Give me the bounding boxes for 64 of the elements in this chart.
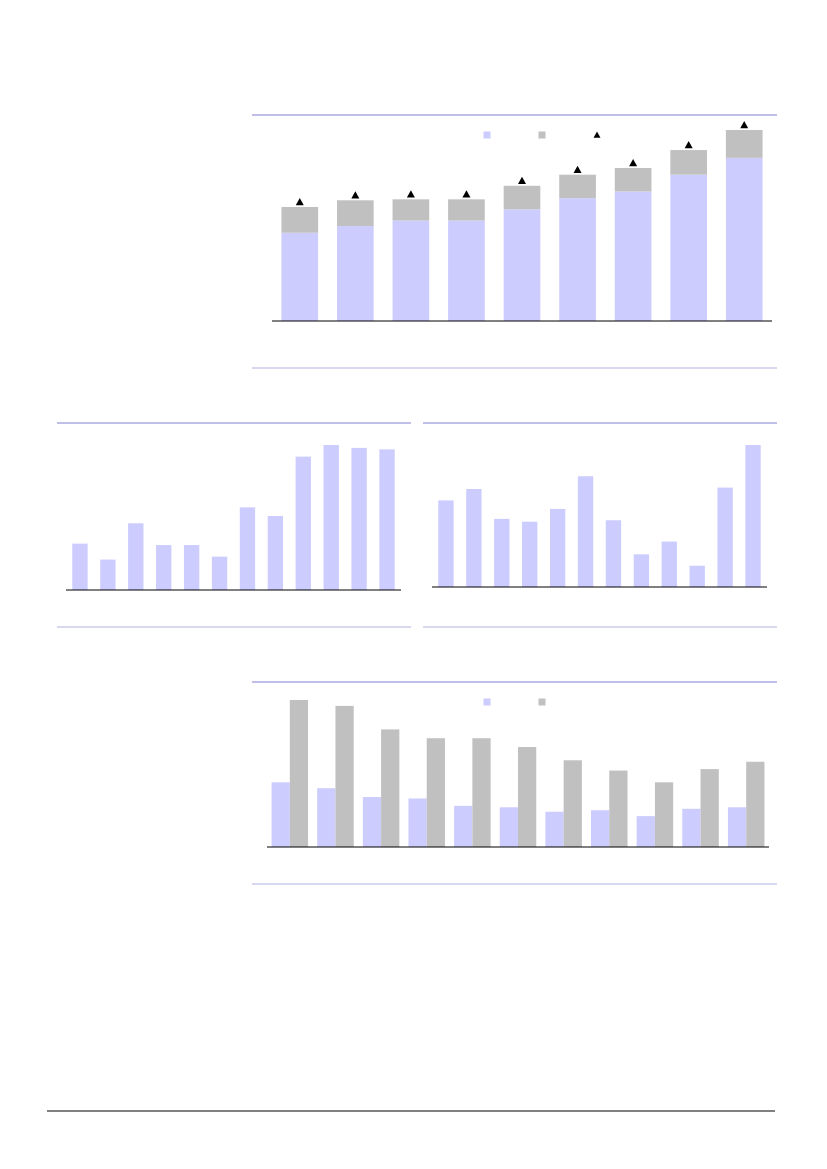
bar bbox=[472, 738, 491, 847]
bar bbox=[549, 508, 566, 587]
bar bbox=[725, 130, 763, 158]
bar bbox=[654, 782, 674, 847]
bar bbox=[745, 445, 761, 587]
bar bbox=[448, 220, 485, 321]
bar bbox=[605, 520, 622, 587]
bar bbox=[682, 808, 701, 847]
bar bbox=[563, 760, 582, 847]
bar bbox=[267, 516, 284, 590]
bar bbox=[392, 220, 430, 321]
bar bbox=[717, 487, 733, 587]
bar bbox=[128, 523, 144, 590]
bar bbox=[72, 543, 88, 590]
bar bbox=[522, 521, 538, 587]
bar bbox=[295, 456, 311, 590]
bar bbox=[337, 200, 374, 227]
bar bbox=[211, 556, 228, 590]
bar bbox=[499, 807, 518, 847]
bar bbox=[633, 554, 650, 587]
bar bbox=[335, 705, 354, 847]
bar bbox=[503, 185, 541, 210]
bar bbox=[591, 810, 610, 847]
bar bbox=[317, 788, 336, 847]
bar bbox=[183, 545, 200, 590]
bar bbox=[494, 518, 510, 587]
bar bbox=[559, 198, 596, 321]
bar bbox=[614, 168, 652, 192]
bar bbox=[545, 811, 564, 847]
bar bbox=[727, 807, 747, 847]
bar bbox=[408, 798, 427, 847]
bar bbox=[689, 565, 705, 587]
bar bbox=[466, 489, 482, 587]
bar bbox=[438, 500, 454, 587]
bar bbox=[609, 770, 628, 847]
bar bbox=[379, 449, 395, 590]
bar bbox=[503, 209, 541, 321]
bar bbox=[323, 445, 339, 590]
bar bbox=[100, 559, 116, 590]
bar bbox=[392, 199, 430, 221]
bar bbox=[700, 769, 719, 847]
bar bbox=[725, 157, 763, 321]
bar bbox=[156, 545, 172, 590]
bar bbox=[636, 816, 655, 847]
bar bbox=[448, 199, 485, 221]
bar bbox=[281, 232, 319, 321]
bar bbox=[518, 747, 537, 847]
bar bbox=[670, 150, 707, 175]
bar bbox=[454, 805, 473, 847]
bar bbox=[337, 226, 374, 321]
bar bbox=[351, 447, 367, 590]
bar bbox=[281, 206, 319, 233]
bar bbox=[670, 174, 707, 321]
bar bbox=[614, 191, 652, 321]
bar bbox=[661, 541, 677, 587]
bar bbox=[239, 507, 256, 590]
bar bbox=[559, 174, 596, 199]
bar bbox=[271, 782, 290, 847]
bar bbox=[577, 476, 594, 587]
bar bbox=[289, 700, 309, 847]
bar bbox=[426, 738, 445, 847]
bar bbox=[362, 797, 382, 847]
bar bbox=[746, 761, 765, 847]
bar bbox=[381, 729, 400, 847]
